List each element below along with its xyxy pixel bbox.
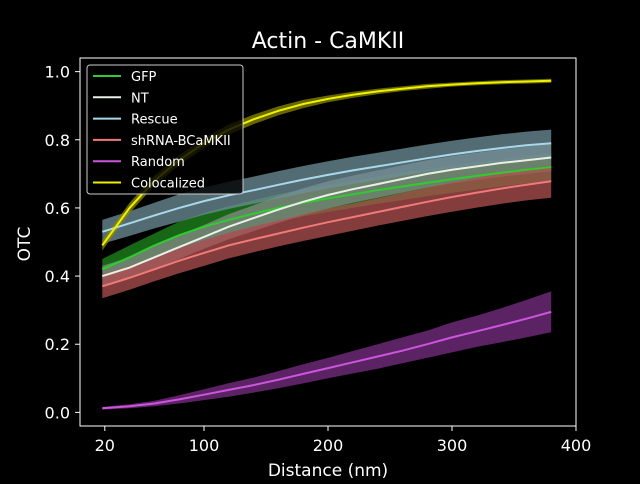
- random-line: [102, 310, 552, 410]
- shrna-bcamkii-line: [102, 180, 552, 288]
- nt-band: [102, 143, 552, 287]
- legend-label: Colocalized: [131, 177, 205, 192]
- legend-label: Rescue: [131, 113, 178, 128]
- x-tick-label: 20: [95, 436, 115, 455]
- legend-box: [86, 64, 244, 195]
- nt-line: [102, 156, 552, 278]
- y-tick-label: 0.2: [45, 335, 70, 354]
- legend-item-shrna-bcamkii: shRNA-BCaMKII: [93, 134, 231, 149]
- x-axis-ticks: 20 100 200 300 400: [95, 426, 592, 455]
- x-tick-label: 200: [313, 436, 344, 455]
- random-band: [102, 291, 552, 410]
- y-tick-label: 0.0: [45, 403, 70, 422]
- legend-label: Random: [131, 155, 185, 170]
- y-tick-label: 1.0: [45, 63, 70, 82]
- chart-title: Actin - CaMKII: [252, 29, 405, 54]
- y-tick-label: 0.8: [45, 131, 70, 150]
- y-tick-label: 0.6: [45, 199, 70, 218]
- legend: GFP NT Rescue shRNA-BCaMKII Random Colocalize…: [86, 64, 244, 195]
- rescue-band: [102, 129, 552, 244]
- legend-item-rescue: Rescue: [93, 113, 178, 128]
- y-tick-label: 0.4: [45, 267, 70, 286]
- rescue-line: [102, 142, 552, 233]
- legend-item-gfp: GFP: [93, 70, 157, 85]
- x-tick-label: 400: [561, 436, 592, 455]
- y-axis-ticks: 0.0 0.2 0.4 0.6 0.8 1.0: [45, 63, 80, 422]
- legend-label: shRNA-BCaMKII: [131, 134, 231, 149]
- x-tick-label: 100: [189, 436, 220, 455]
- x-axis-label: Distance (nm): [268, 461, 388, 480]
- y-axis-label: OTC: [15, 227, 35, 262]
- legend-item-random: Random: [93, 155, 185, 170]
- gfp-line: [101, 166, 552, 271]
- x-tick-label: 300: [437, 436, 468, 455]
- confidence-bands: [102, 78, 552, 410]
- shrna-bcamkii-band: [102, 165, 552, 299]
- legend-label: NT: [131, 91, 149, 106]
- legend-label: GFP: [131, 70, 157, 85]
- legend-item-colocalized: Colocalized: [93, 177, 205, 192]
- series-lines: [101, 79, 552, 410]
- legend-item-nt: NT: [93, 91, 149, 106]
